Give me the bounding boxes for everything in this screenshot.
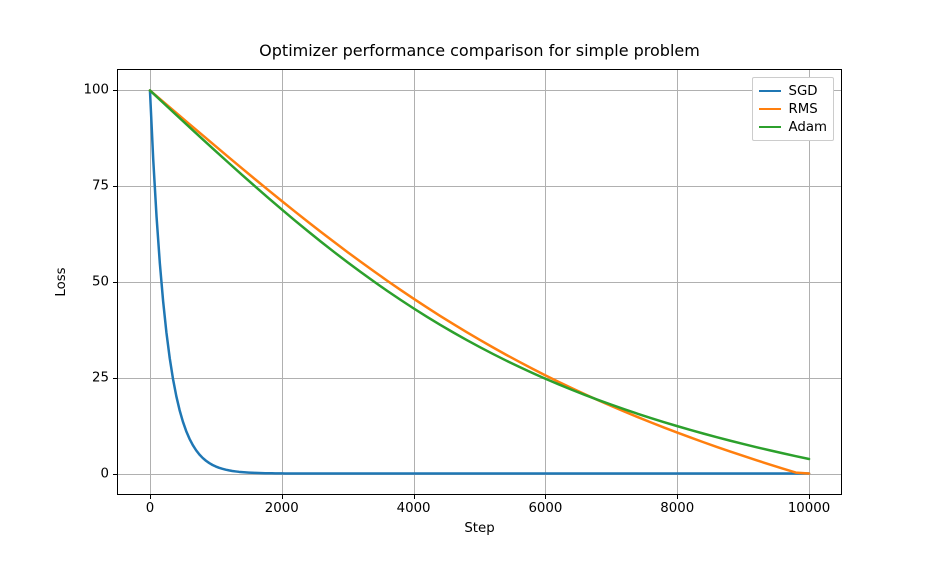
- legend-item: Adam: [759, 118, 828, 136]
- y-tick: [113, 90, 117, 91]
- legend-swatch: [759, 126, 781, 129]
- y-tick: [113, 186, 117, 187]
- legend-label: RMS: [789, 102, 818, 117]
- y-tick-label: 50: [92, 275, 109, 290]
- figure: SGD RMS Adam 0 2000 4000 6000 8000 10000 0 25 50 7…: [0, 0, 936, 576]
- x-tick: [282, 495, 283, 499]
- legend-item: SGD: [759, 82, 828, 100]
- x-tick: [150, 495, 151, 499]
- y-tick: [113, 378, 117, 379]
- x-tick-label: 4000: [397, 501, 431, 516]
- legend-item: RMS: [759, 100, 828, 118]
- x-tick-label: 10000: [788, 501, 830, 516]
- x-tick-label: 2000: [265, 501, 299, 516]
- y-tick: [113, 474, 117, 475]
- x-axis-label: Step: [117, 521, 842, 536]
- legend-label: Adam: [789, 120, 828, 135]
- y-axis-label: Loss: [54, 69, 69, 495]
- legend-swatch: [759, 90, 781, 93]
- legend-swatch: [759, 108, 781, 111]
- x-tick: [809, 495, 810, 499]
- legend-label: SGD: [789, 84, 818, 99]
- series-line-rms: [150, 90, 809, 473]
- legend: SGD RMS Adam: [752, 77, 835, 141]
- series-line-sgd: [150, 90, 809, 473]
- x-tick-label: 8000: [660, 501, 694, 516]
- series-line-adam: [150, 90, 809, 459]
- chart-title: Optimizer performance comparison for sim…: [117, 41, 842, 60]
- x-tick-label: 6000: [528, 501, 562, 516]
- y-tick-label: 25: [92, 370, 109, 385]
- axes: SGD RMS Adam: [117, 69, 842, 495]
- y-tick-label: 100: [84, 83, 109, 98]
- y-tick-label: 0: [101, 466, 109, 481]
- x-tick: [677, 495, 678, 499]
- x-tick: [414, 495, 415, 499]
- y-tick: [113, 282, 117, 283]
- y-tick-label: 75: [92, 179, 109, 194]
- plot-area: [117, 69, 842, 495]
- x-tick: [545, 495, 546, 499]
- x-tick-label: 0: [146, 501, 154, 516]
